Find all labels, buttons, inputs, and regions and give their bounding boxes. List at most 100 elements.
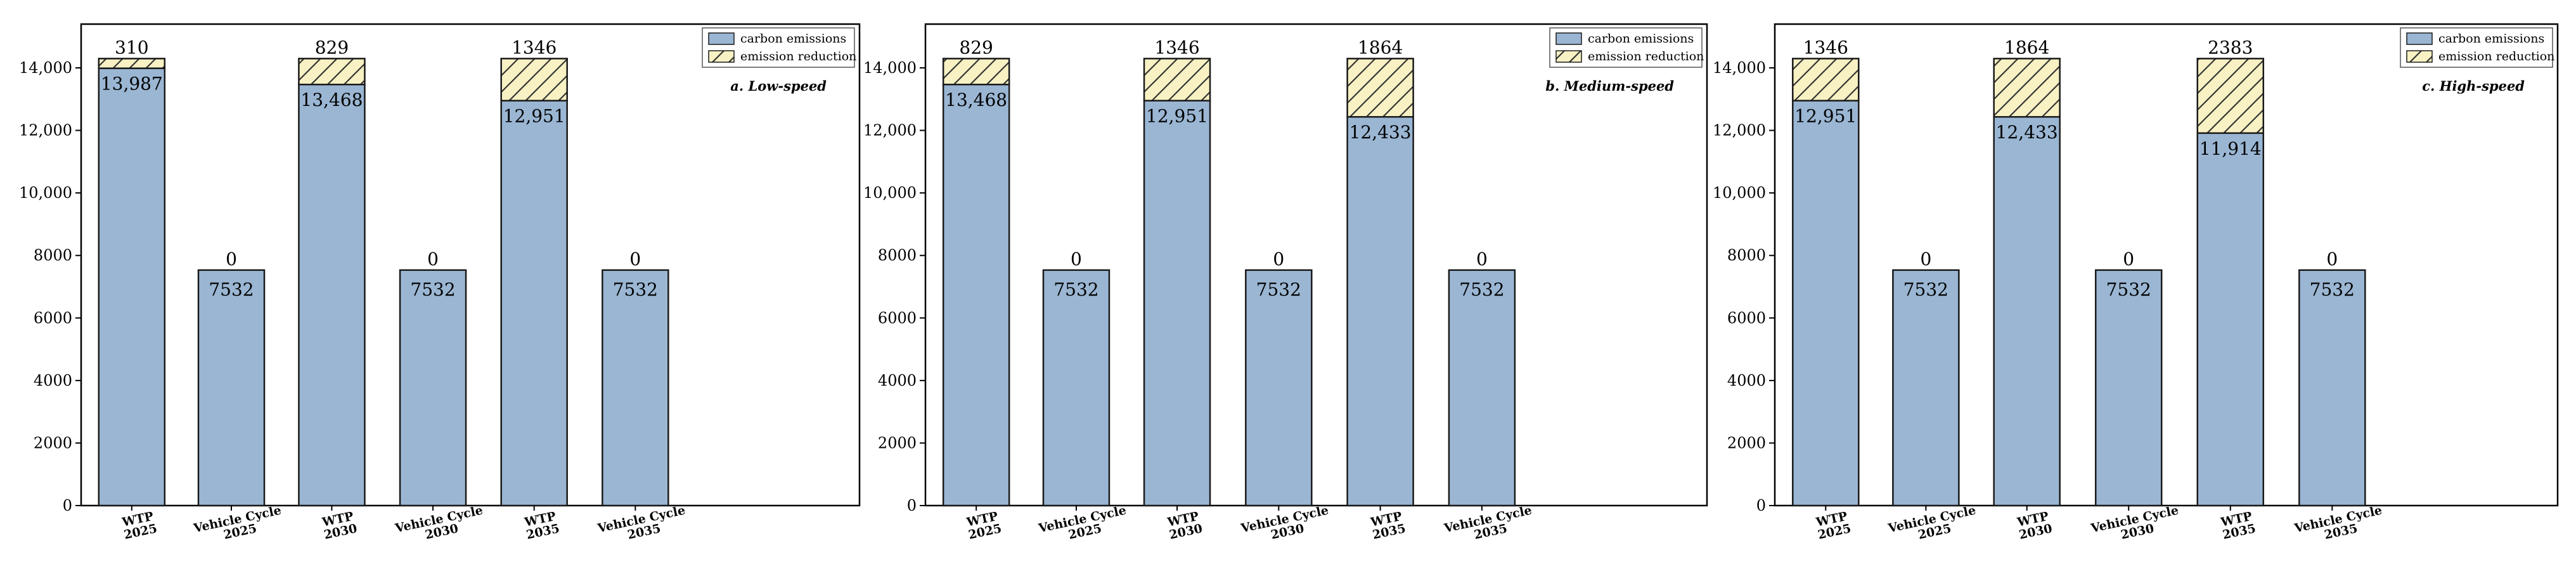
y-tick-label: 12,000 [19,122,72,140]
data-label-emissions: 7532 [1053,279,1098,300]
bar-carbon-emissions [1792,100,1860,507]
legend: carbon emissions emission reduction [702,27,856,68]
y-tick-label: 12,000 [863,122,917,140]
legend-label-carbon-emissions: carbon emissions [740,32,846,46]
bar-carbon-emissions [1448,269,1516,507]
bar-carbon-emissions [2094,269,2163,507]
y-tick-label: 6000 [1727,309,1766,327]
data-label-reduction: 310 [115,37,148,58]
plot-frame [80,23,861,507]
y-tick-label: 0 [63,497,72,514]
plot-frame [1774,23,2559,507]
bar-carbon-emissions [1143,100,1211,507]
bar-carbon-emissions [197,269,266,507]
y-tick-label: 10,000 [863,184,917,202]
y-tick-label: 2000 [878,434,917,452]
plot-frame [924,23,1708,507]
data-label-emissions: 7532 [1903,279,1948,300]
bar-carbon-emissions [500,100,568,507]
legend-swatch-emission-reduction [708,50,735,63]
bar-carbon-emissions [1042,269,1111,507]
legend-label-carbon-emissions: carbon emissions [2438,32,2544,46]
legend: carbon emissions emission reduction [1549,27,1704,68]
bar-emission-reduction [500,58,568,101]
data-label-reduction: 1346 [512,37,557,58]
bar-emission-reduction [1143,58,1211,101]
bar-carbon-emissions [98,67,166,507]
data-label-emissions: 7532 [2310,279,2355,300]
y-tick-label: 4000 [878,372,917,389]
bar-carbon-emissions [1892,269,1960,507]
panel-subtitle: b. Medium-speed [1545,78,1674,94]
y-tick-label: 2000 [1727,434,1766,452]
legend: carbon emissions emission reduction [2400,27,2554,68]
legend-label-emission-reduction: emission reduction [740,49,856,63]
data-label-emissions: 7532 [2106,279,2151,300]
bar-carbon-emissions [2196,132,2265,507]
y-tick-label: 14,000 [863,59,917,77]
data-label-emissions: 13,468 [945,89,1007,110]
data-label-reduction: 0 [2326,249,2338,270]
bar-carbon-emissions [1993,115,2061,507]
y-tick-label: 10,000 [19,184,72,202]
data-label-emissions: 7532 [410,279,455,300]
bar-carbon-emissions [1346,115,1414,507]
panel-subtitle: c. High-speed [2422,78,2525,94]
chart-panel-1: 0 2000 4000 6000 8000 10,000 12,000 14,000 13,98… [19,23,861,542]
data-label-reduction: 0 [427,249,439,270]
bar-carbon-emissions [602,269,669,507]
data-label-emissions: 7532 [209,279,254,300]
legend-label-emission-reduction: emission reduction [2438,49,2554,63]
legend-swatch-carbon-emissions [708,32,735,45]
data-label-reduction: 1864 [1358,37,1403,58]
y-tick-label: 4000 [1727,372,1766,389]
legend-swatch-emission-reduction [1555,50,1582,63]
bar-carbon-emissions [399,269,467,507]
legend-swatch-carbon-emissions [2406,32,2433,45]
bar-emission-reduction [2196,58,2265,134]
bar-carbon-emissions [1245,269,1313,507]
bar-carbon-emissions [2298,269,2366,507]
data-label-reduction: 1864 [2004,37,2049,58]
y-tick-label: 6000 [34,309,72,327]
data-label-emissions: 12,951 [1794,106,1857,127]
data-label-reduction: 0 [629,249,641,270]
y-tick-label: 12,000 [1713,122,1766,140]
chart-panel-3: 0 2000 4000 6000 8000 10,000 12,000 14,000 12,95… [1713,23,2559,542]
y-tick-label: 10,000 [1713,184,1766,202]
data-label-reduction: 0 [226,249,237,270]
y-tick-label: 14,000 [19,59,72,77]
data-label-emissions: 12,951 [1146,106,1208,127]
y-tick-label: 2000 [34,434,72,452]
bar-emission-reduction [1346,58,1414,118]
data-label-reduction: 0 [1273,249,1284,270]
data-label-emissions: 13,468 [300,89,363,110]
y-tick-label: 14,000 [1713,59,1766,77]
bar-emission-reduction [98,58,166,69]
data-label-reduction: 0 [1071,249,1082,270]
bar-emission-reduction [298,58,366,86]
data-label-reduction: 0 [1920,249,1931,270]
data-label-emissions: 7532 [613,279,658,300]
bar-emission-reduction [942,58,1010,86]
data-label-emissions: 13,987 [101,74,163,95]
chart-panel-2: 0 2000 4000 6000 8000 10,000 12,000 14,000 13,46… [863,23,1708,542]
bar-carbon-emissions [298,83,366,507]
data-label-reduction: 829 [315,37,349,58]
y-tick-label: 0 [907,497,917,514]
data-label-reduction: 0 [1476,249,1488,270]
